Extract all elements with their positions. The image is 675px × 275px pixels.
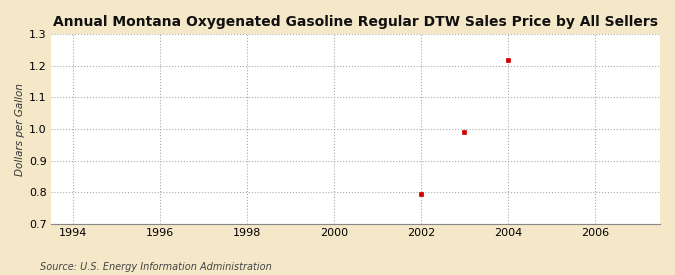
Y-axis label: Dollars per Gallon: Dollars per Gallon xyxy=(15,82,25,175)
Title: Annual Montana Oxygenated Gasoline Regular DTW Sales Price by All Sellers: Annual Montana Oxygenated Gasoline Regul… xyxy=(53,15,658,29)
Text: Source: U.S. Energy Information Administration: Source: U.S. Energy Information Administ… xyxy=(40,262,272,272)
